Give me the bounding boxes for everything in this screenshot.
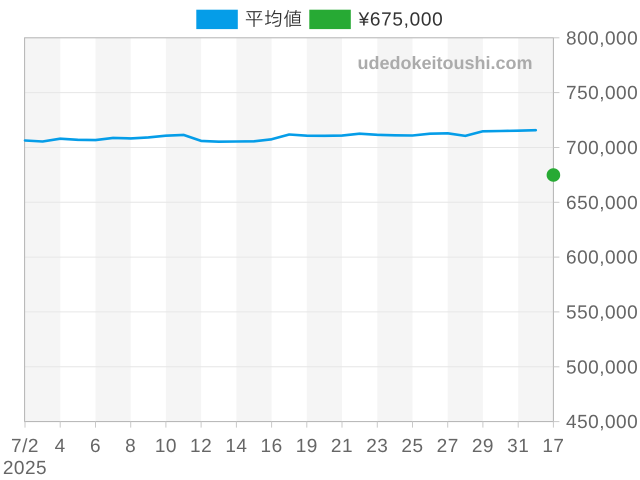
svg-text:21: 21 — [331, 436, 353, 457]
svg-text:udedokeitoushi.com: udedokeitoushi.com — [357, 53, 532, 73]
svg-text:12: 12 — [190, 436, 212, 457]
svg-text:8: 8 — [125, 436, 136, 457]
svg-text:500,000: 500,000 — [566, 357, 638, 378]
svg-text:27: 27 — [437, 436, 459, 457]
svg-text:10: 10 — [155, 436, 177, 457]
svg-text:700,000: 700,000 — [566, 138, 638, 159]
svg-text:800,000: 800,000 — [566, 28, 638, 49]
svg-text:600,000: 600,000 — [566, 248, 638, 269]
svg-text:14: 14 — [225, 436, 247, 457]
svg-text:650,000: 650,000 — [566, 193, 638, 214]
svg-text:16: 16 — [261, 436, 283, 457]
svg-text:19: 19 — [296, 436, 318, 457]
svg-text:7/2: 7/2 — [11, 436, 39, 457]
svg-text:2025: 2025 — [3, 458, 47, 479]
svg-text:6: 6 — [90, 436, 101, 457]
svg-text:¥675,000: ¥675,000 — [358, 9, 444, 30]
svg-text:25: 25 — [401, 436, 423, 457]
svg-text:550,000: 550,000 — [566, 302, 638, 323]
svg-text:29: 29 — [472, 436, 494, 457]
svg-text:17: 17 — [542, 436, 564, 457]
svg-text:4: 4 — [55, 436, 66, 457]
svg-text:23: 23 — [366, 436, 388, 457]
svg-text:450,000: 450,000 — [566, 412, 638, 433]
svg-text:750,000: 750,000 — [566, 83, 638, 104]
svg-text:31: 31 — [507, 436, 529, 457]
